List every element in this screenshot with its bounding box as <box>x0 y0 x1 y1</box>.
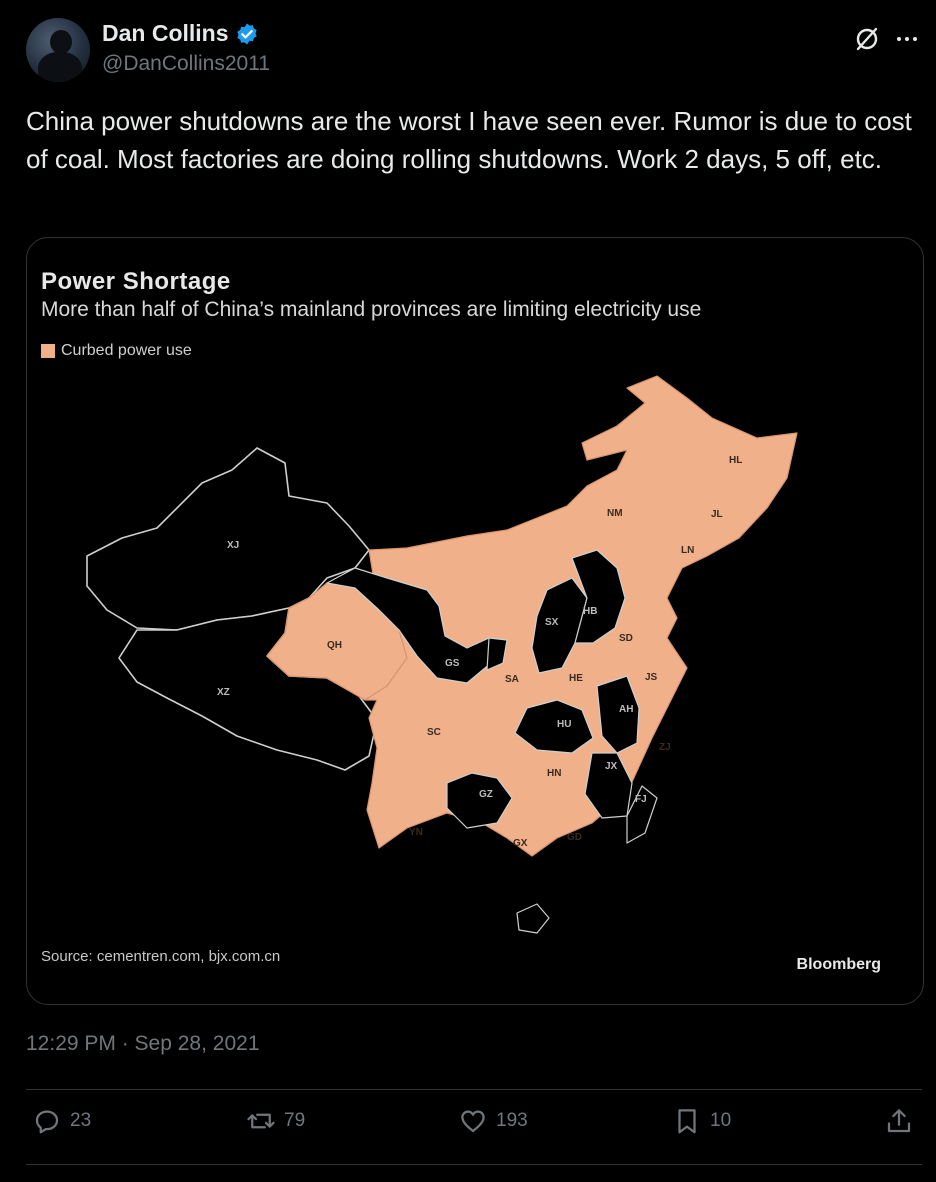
province-label-jx: JX <box>605 761 618 772</box>
legend-label: Curbed power use <box>61 342 192 359</box>
author-display-name[interactable]: Dan Collins <box>102 20 229 46</box>
province-label-gd: GD <box>567 832 582 843</box>
province-label-qh: QH <box>327 640 342 651</box>
province-label-hl: HL <box>729 455 742 466</box>
share-button[interactable] <box>884 1106 914 1136</box>
map-legend: Curbed power use <box>41 342 192 360</box>
author-avatar[interactable] <box>26 18 90 82</box>
repost-count: 79 <box>284 1110 306 1131</box>
like-button[interactable]: 193 <box>458 1106 528 1136</box>
heart-icon <box>461 1110 485 1133</box>
province-label-he: HE <box>569 673 583 684</box>
region-gs-east <box>486 637 508 671</box>
province-label-fj: FJ <box>635 794 647 805</box>
tweet-media-image[interactable]: Power Shortage More than half of China’s… <box>26 237 924 1005</box>
region-hainan <box>516 903 550 934</box>
province-label-hb: HB <box>583 606 597 617</box>
actions-divider <box>26 1164 922 1165</box>
province-label-yn: YN <box>409 827 423 838</box>
repost-button[interactable]: 79 <box>246 1106 305 1136</box>
author-name-row[interactable]: Dan Collins <box>102 20 259 47</box>
region-hb <box>571 549 626 644</box>
region-ah <box>596 675 640 754</box>
province-label-gs: GS <box>445 658 460 669</box>
repost-icon <box>247 1113 275 1129</box>
timestamp-divider <box>26 1089 922 1090</box>
bookmark-icon <box>678 1109 696 1134</box>
province-label-sc: SC <box>427 727 441 738</box>
province-label-xj: XJ <box>227 540 239 551</box>
reply-button[interactable]: 23 <box>32 1106 91 1136</box>
province-label-sx: SX <box>545 617 559 628</box>
bookmark-count: 10 <box>710 1110 732 1131</box>
reply-count: 23 <box>70 1110 92 1131</box>
province-label-nm: NM <box>607 508 623 519</box>
tweet-text: China power shutdowns are the worst I ha… <box>26 106 912 174</box>
region-sx <box>531 577 588 674</box>
province-label-gx: GX <box>513 838 528 849</box>
legend-swatch <box>41 344 55 358</box>
avatar-figure-body <box>38 52 82 82</box>
region-xj <box>86 447 370 631</box>
bloomberg-logo: Bloomberg <box>796 956 881 973</box>
province-label-js: JS <box>645 672 658 683</box>
grok-icon[interactable] <box>852 24 882 54</box>
author-handle[interactable]: @DanCollins2011 <box>102 52 271 75</box>
region-hu <box>514 699 594 754</box>
map-source: Source: cementren.com, bjx.com.cn <box>41 948 281 965</box>
bookmark-button[interactable]: 10 <box>672 1106 731 1136</box>
province-label-sa: SA <box>505 674 519 685</box>
more-options-icon[interactable] <box>892 24 922 54</box>
province-label-zj: ZJ <box>659 742 671 753</box>
avatar-figure-head <box>50 30 72 54</box>
province-label-ln: LN <box>681 545 694 556</box>
reply-icon <box>35 1110 59 1134</box>
province-label-hu: HU <box>557 719 571 730</box>
region-fj <box>626 785 658 844</box>
province-label-ah: AH <box>619 704 633 715</box>
province-label-xz: XZ <box>217 687 230 698</box>
like-count: 193 <box>496 1110 528 1131</box>
province-label-jl: JL <box>711 509 723 520</box>
province-label-hn: HN <box>547 768 561 779</box>
china-map: XJ XZ QH GS SA SC YN GZ GX GD HN HU HE SX HB SD JS AH ZJ JX… <box>86 375 798 934</box>
tweet-timestamp[interactable]: 12:29 PM · Sep 28, 2021 <box>26 1032 260 1055</box>
verified-badge-icon <box>236 23 257 44</box>
province-label-sd: SD <box>619 633 633 644</box>
map-subtitle: More than half of China’s mainland provi… <box>41 298 702 321</box>
map-title: Power Shortage <box>41 268 231 295</box>
share-icon <box>887 1109 911 1133</box>
region-gz <box>446 772 513 829</box>
tweet-actions: 23 79 193 10 <box>26 1106 922 1150</box>
province-label-gz: GZ <box>479 789 493 800</box>
